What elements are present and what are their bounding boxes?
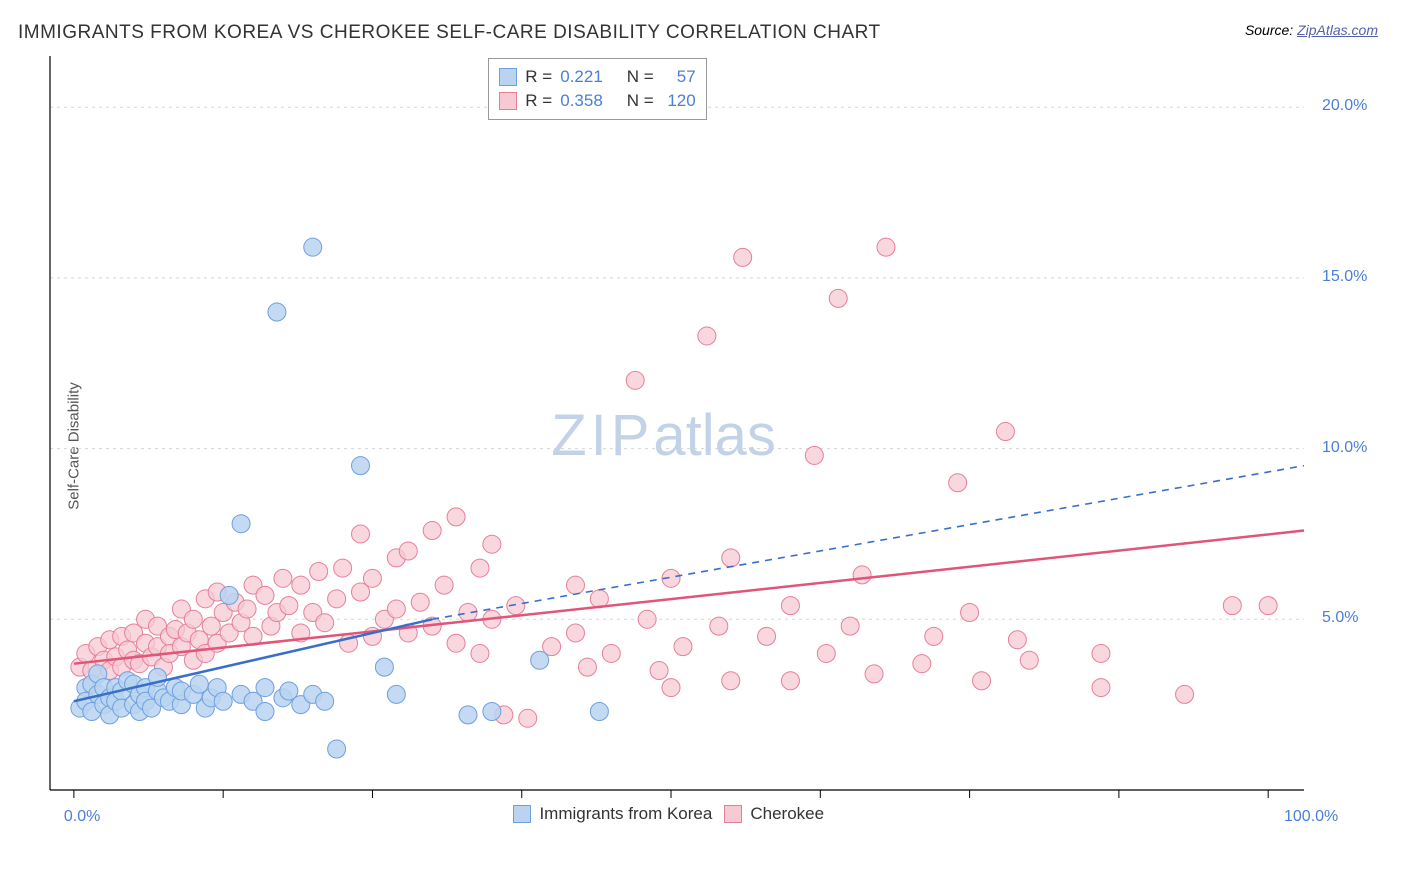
source-link[interactable]: ZipAtlas.com bbox=[1297, 22, 1378, 38]
chart-title: IMMIGRANTS FROM KOREA VS CHEROKEE SELF-C… bbox=[18, 22, 881, 44]
n-value-cherokee: 120 bbox=[662, 91, 696, 111]
r-label: R = bbox=[525, 67, 552, 87]
y-tick-label: 5.0% bbox=[1322, 609, 1358, 627]
legend-item-korea: Immigrants from Korea bbox=[513, 804, 712, 824]
y-tick-label: 10.0% bbox=[1322, 439, 1367, 457]
r-value-cherokee: 0.358 bbox=[560, 91, 603, 111]
chart-container: IMMIGRANTS FROM KOREA VS CHEROKEE SELF-C… bbox=[0, 0, 1406, 892]
legend-row-cherokee: R = 0.358 N = 120 bbox=[499, 89, 695, 113]
r-label: R = bbox=[525, 91, 552, 111]
legend-swatch-korea bbox=[513, 805, 531, 823]
scatter-plot bbox=[48, 54, 1306, 810]
legend-swatch-korea bbox=[499, 68, 517, 86]
n-label: N = bbox=[627, 91, 654, 111]
x-tick-label-max: 100.0% bbox=[1284, 808, 1338, 826]
n-label: N = bbox=[627, 67, 654, 87]
r-value-korea: 0.221 bbox=[560, 67, 603, 87]
y-tick-label: 20.0% bbox=[1322, 97, 1367, 115]
legend-swatch-cherokee bbox=[499, 92, 517, 110]
y-tick-label: 15.0% bbox=[1322, 268, 1367, 286]
source-prefix: Source: bbox=[1245, 22, 1297, 38]
legend-swatch-cherokee bbox=[724, 805, 742, 823]
legend-label-cherokee: Cherokee bbox=[750, 804, 824, 824]
n-value-korea: 57 bbox=[662, 67, 696, 87]
legend-item-cherokee: Cherokee bbox=[724, 804, 824, 824]
legend-label-korea: Immigrants from Korea bbox=[539, 804, 712, 824]
legend-row-korea: R = 0.221 N = 57 bbox=[499, 65, 695, 89]
source-attribution: Source: ZipAtlas.com bbox=[1245, 22, 1378, 38]
correlation-legend: R = 0.221 N = 57 R = 0.358 N = 120 bbox=[488, 58, 706, 120]
series-legend: Immigrants from Korea Cherokee bbox=[513, 804, 824, 824]
x-tick-label-min: 0.0% bbox=[64, 808, 100, 826]
